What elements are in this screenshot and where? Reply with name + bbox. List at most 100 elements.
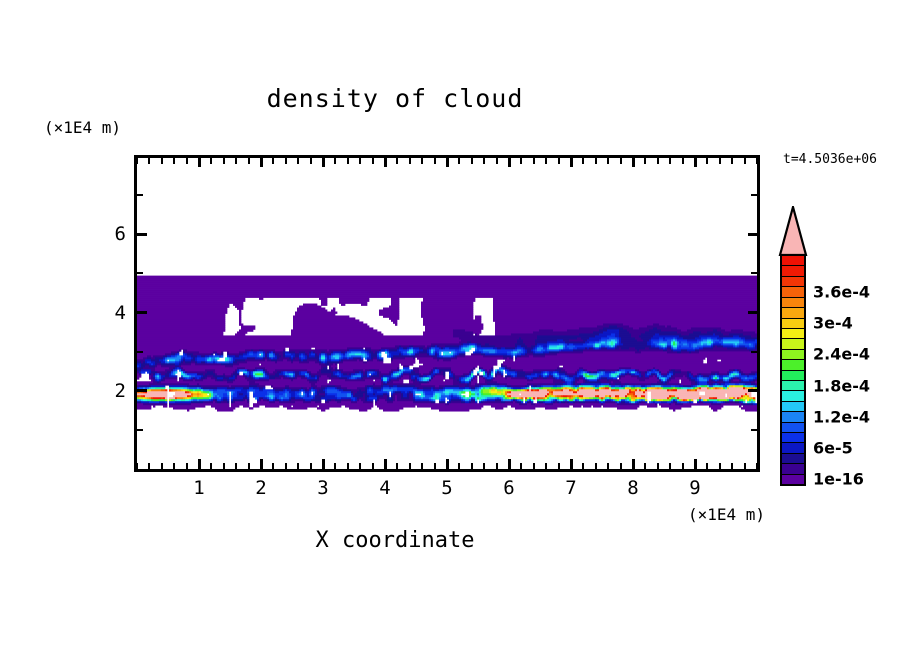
x-tick-top-minor: [607, 158, 610, 164]
x-tick-minor: [545, 463, 548, 469]
y-tick-minor: [137, 428, 143, 431]
x-tick-top-minor: [284, 158, 287, 164]
x-tick-top-minor: [346, 158, 349, 164]
x-tick-minor: [222, 463, 225, 469]
x-tick-minor: [334, 463, 337, 469]
x-tick-minor: [644, 463, 647, 469]
x-tick-minor: [185, 463, 188, 469]
colorbar-gradient: [780, 254, 806, 486]
x-tick-label: 7: [565, 477, 577, 499]
x-tick-minor: [619, 463, 622, 469]
colorbar-segment: [782, 287, 804, 298]
x-tick-minor: [756, 463, 758, 469]
x-tick-minor: [669, 463, 672, 469]
x-tick-minor: [718, 463, 721, 469]
x-tick-label: 4: [379, 477, 391, 499]
colorbar-segment: [782, 328, 804, 340]
x-tick-minor: [297, 463, 300, 469]
x-tick-minor: [346, 463, 349, 469]
x-tick-top-minor: [470, 158, 473, 164]
x-tick-major: [631, 459, 635, 469]
x-tick-minor: [210, 463, 213, 469]
colorbar-tick-label: 3e-4: [813, 313, 853, 333]
x-tick-major: [321, 459, 325, 469]
x-axis-units-label: (×1E4 m): [688, 505, 766, 524]
x-tick-minor: [681, 463, 684, 469]
x-tick-minor: [495, 463, 498, 469]
y-tick-label: 6: [114, 223, 126, 246]
x-tick-top-minor: [210, 158, 213, 164]
x-tick-minor: [483, 463, 486, 469]
x-tick-minor: [656, 463, 659, 469]
x-tick-top-minor: [756, 158, 758, 164]
x-tick-top-minor: [743, 158, 746, 164]
colorbar-tick-label: 2.4e-4: [813, 344, 870, 364]
x-tick-major: [693, 459, 697, 469]
x-tick-top-major: [631, 158, 635, 167]
x-tick-top-minor: [160, 158, 163, 164]
x-tick-top-minor: [706, 158, 709, 164]
y-tick-right-minor: [751, 194, 757, 197]
x-tick-minor: [235, 463, 238, 469]
x-tick-minor: [371, 463, 374, 469]
x-tick-top-major: [693, 158, 697, 167]
x-tick-top-minor: [532, 158, 535, 164]
x-tick-minor: [359, 463, 362, 469]
colorbar-segment: [782, 412, 804, 423]
colorbar-segment: [782, 318, 804, 329]
y-tick-right-minor: [751, 272, 757, 275]
colorbar-tick-label: 1.2e-4: [813, 407, 870, 427]
y-tick-minor: [137, 350, 143, 353]
x-tick-top-minor: [458, 158, 461, 164]
x-tick-major: [445, 459, 449, 469]
colorbar-segment: [782, 349, 804, 361]
colorbar-segment: [782, 432, 804, 444]
y-tick-major: [137, 389, 147, 393]
colorbar-segment: [782, 370, 804, 381]
x-tick-minor: [433, 463, 436, 469]
y-tick-right-major: [748, 232, 757, 236]
x-tick-label: 6: [503, 477, 515, 499]
x-tick-minor: [160, 463, 163, 469]
x-tick-minor: [148, 463, 151, 469]
x-tick-top-minor: [594, 158, 597, 164]
x-tick-major: [383, 459, 387, 469]
x-tick-top-minor: [396, 158, 399, 164]
colorbar-segment: [782, 422, 804, 433]
colorbar-tick-label: 6e-5: [813, 438, 853, 458]
x-tick-top-minor: [483, 158, 486, 164]
x-tick-top-minor: [136, 158, 138, 164]
x-tick-top-major: [197, 158, 201, 167]
x-tick-minor: [309, 463, 312, 469]
y-tick-major: [137, 311, 147, 315]
y-tick-label: 2: [114, 379, 126, 402]
x-tick-top-minor: [272, 158, 275, 164]
x-tick-top-major: [507, 158, 511, 167]
colorbar-segment: [782, 308, 804, 319]
x-tick-top-minor: [371, 158, 374, 164]
x-tick-minor: [706, 463, 709, 469]
y-tick-minor: [137, 272, 143, 275]
x-tick-top-minor: [495, 158, 498, 164]
x-tick-label: 5: [441, 477, 453, 499]
y-tick-major: [137, 232, 147, 236]
x-tick-minor: [458, 463, 461, 469]
x-tick-minor: [272, 463, 275, 469]
x-tick-top-major: [569, 158, 573, 167]
x-tick-top-minor: [520, 158, 523, 164]
colorbar: [778, 206, 808, 486]
colorbar-tick-label: 1.8e-4: [813, 376, 870, 396]
x-tick-top-minor: [681, 158, 684, 164]
colorbar-extend-triangle-icon: [778, 206, 808, 256]
x-tick-top-major: [259, 158, 263, 167]
contour-svg: [137, 275, 757, 412]
x-tick-major: [569, 459, 573, 469]
x-tick-top-minor: [433, 158, 436, 164]
y-tick-minor: [137, 194, 143, 197]
x-tick-label: 1: [193, 477, 205, 499]
colorbar-segment: [782, 453, 804, 465]
x-tick-minor: [421, 463, 424, 469]
colorbar-segment: [782, 266, 804, 277]
x-tick-major: [507, 459, 511, 469]
x-tick-top-major: [383, 158, 387, 167]
